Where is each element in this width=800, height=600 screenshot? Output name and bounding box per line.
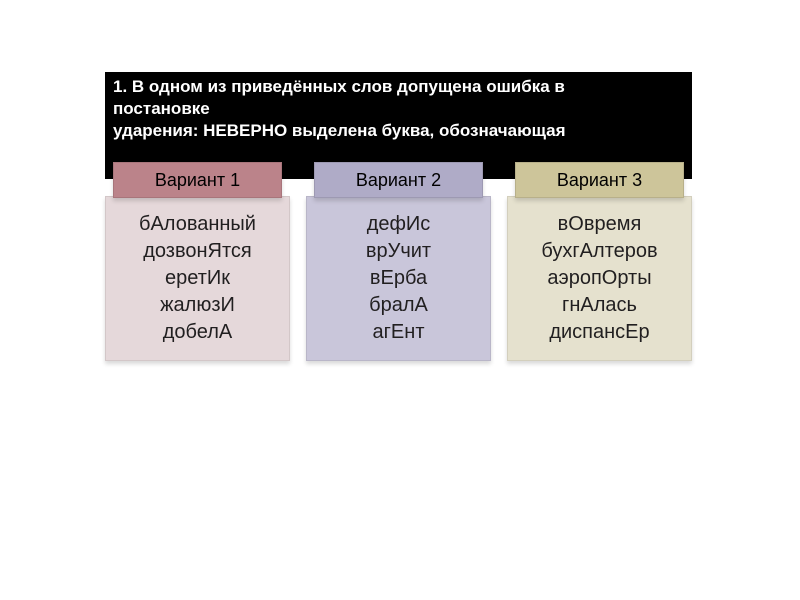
variant-body-2: дефИс врУчит вЕрба бралА агЕнт [306,196,491,361]
word: гнАлась [514,292,685,319]
word: дефИс [313,211,484,238]
word: агЕнт [313,319,484,346]
word: вОвремя [514,211,685,238]
task-line-2: постановке [113,98,684,120]
word: еретИк [112,265,283,292]
word: бухгАлтеров [514,238,685,265]
variant-body-3: вОвремя бухгАлтеров аэропОрты гнАлась ди… [507,196,692,361]
word: бралА [313,292,484,319]
variant-column-2: Вариант 2 дефИс врУчит вЕрба бралА агЕнт [306,162,491,361]
word: диспансЕр [514,319,685,346]
variants-row: Вариант 1 бАлованный дозвонЯтся еретИк ж… [105,162,692,361]
variant-column-1: Вариант 1 бАлованный дозвонЯтся еретИк ж… [105,162,290,361]
word: аэропОрты [514,265,685,292]
variant-header-1: Вариант 1 [113,162,282,198]
word: добелА [112,319,283,346]
word: дозвонЯтся [112,238,283,265]
variant-header-3: Вариант 3 [515,162,684,198]
word: бАлованный [112,211,283,238]
word: жалюзИ [112,292,283,319]
variant-column-3: Вариант 3 вОвремя бухгАлтеров аэропОрты … [507,162,692,361]
task-line-3: ударения: НЕВЕРНО выделена буква, обозна… [113,120,684,142]
variant-header-2: Вариант 2 [314,162,483,198]
word: врУчит [313,238,484,265]
task-line-1: 1. В одном из приведённых слов допущена … [113,76,684,98]
variant-body-1: бАлованный дозвонЯтся еретИк жалюзИ добе… [105,196,290,361]
word: вЕрба [313,265,484,292]
